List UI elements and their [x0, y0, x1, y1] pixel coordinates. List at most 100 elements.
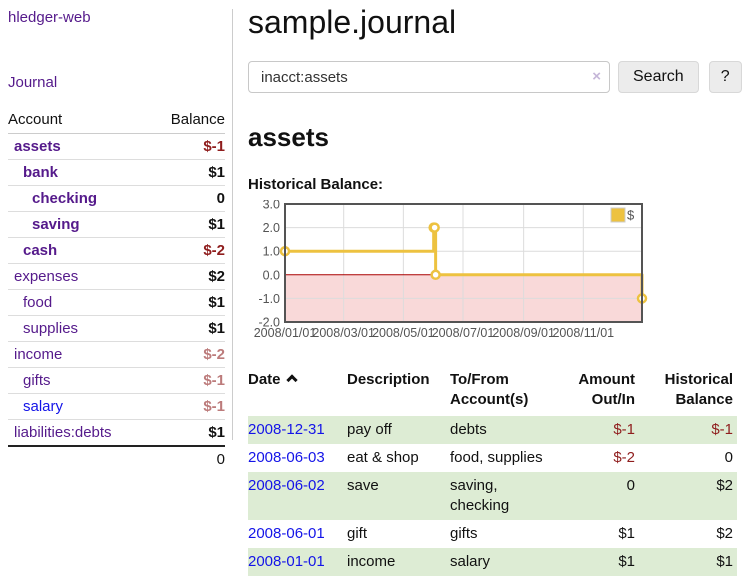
transaction-date-link[interactable]: 2008-12-31	[248, 421, 325, 438]
transaction-balance: 0	[724, 449, 733, 466]
main-content: sample.journal × Search ? assets Histori…	[233, 0, 742, 582]
chart-svg: $3.0 2.0 1.0 0.0 -1.0 -2.02008/01/012008/03/0…	[254, 198, 648, 340]
y-axis-tick-label: 2.0	[263, 221, 280, 235]
account-balance: $1	[150, 419, 225, 446]
account-title: assets	[248, 122, 329, 152]
sidebar-account-link[interactable]: assets	[14, 138, 61, 155]
transaction-description: gift	[347, 525, 368, 542]
description-column-header: Description	[347, 371, 430, 388]
y-axis-tick-label: 0.0	[263, 268, 280, 282]
account-balance: $1	[150, 315, 225, 342]
y-axis-tick-label: -1.0	[258, 292, 280, 306]
x-axis-tick-label: 2008/09/01	[492, 326, 555, 340]
account-balance: $-1	[150, 393, 225, 420]
chart-data-point	[429, 222, 440, 233]
app-title-link[interactable]: hledger-web	[8, 9, 91, 26]
register-row[interactable]: 2008-06-03 eat & shop food, supplies $-2 0	[248, 444, 737, 472]
search-input[interactable]	[248, 61, 610, 93]
sidebar-account-link[interactable]: gifts	[23, 372, 51, 389]
account-balance: $-1	[203, 138, 225, 155]
account-row: expenses $2	[8, 263, 225, 290]
account-row: gifts $-1	[8, 367, 225, 394]
account-balance: $-2	[150, 341, 225, 368]
sort-ascending-icon	[285, 374, 298, 386]
transaction-amount: $1	[554, 548, 639, 576]
transaction-date-link[interactable]: 2008-06-03	[248, 449, 325, 466]
account-row: saving $1	[8, 211, 225, 238]
clear-search-icon[interactable]: ×	[592, 68, 601, 85]
transaction-description: eat & shop	[347, 449, 419, 466]
sidebar-account-link[interactable]: income	[14, 346, 63, 363]
register-row[interactable]: 2008-06-02 save saving, checking 0 $2	[248, 472, 737, 520]
account-balance: $1	[150, 211, 225, 238]
transaction-accounts: food, supplies	[450, 449, 543, 466]
transaction-date-link[interactable]: 2008-06-02	[248, 477, 325, 494]
account-balance: $1	[150, 159, 225, 186]
register-row[interactable]: 2008-06-01 gift gifts $1 $2	[248, 520, 737, 548]
search-button[interactable]: Search	[618, 61, 699, 93]
transaction-date-link[interactable]: 2008-01-01	[248, 553, 325, 570]
balance-column-header: Balance	[150, 107, 225, 134]
transaction-balance: $2	[716, 525, 733, 542]
date-column-header[interactable]: Date	[248, 368, 347, 416]
y-axis-tick-label: 3.0	[263, 200, 280, 212]
y-axis-tick-label: -2.0	[258, 316, 280, 330]
balance-column-header-main: Historical Balance	[664, 371, 733, 408]
account-row: cash $-2	[8, 237, 225, 264]
account-balance: $-1	[150, 367, 225, 394]
x-axis-tick-label: 2008/11/01	[552, 326, 614, 340]
account-row: supplies $1	[8, 315, 225, 342]
account-balance: 0	[150, 185, 225, 212]
transaction-accounts: debts	[450, 416, 554, 444]
sidebar-account-link[interactable]: expenses	[14, 268, 79, 285]
x-axis-tick-label: 2008/07/01	[432, 326, 495, 340]
account-column-header: Account	[8, 107, 151, 134]
y-axis-tick-label: 1.0	[263, 245, 280, 259]
account-balance: $2	[150, 263, 225, 290]
transaction-balance: $1	[639, 548, 737, 576]
sidebar-inner: hledger-web Journal Account Balance asse…	[8, 9, 233, 472]
legend-label: $	[627, 208, 635, 223]
account-balance: $-2	[150, 237, 225, 264]
transaction-description: pay off	[347, 416, 450, 444]
search-input-wrap: ×	[248, 61, 610, 93]
chart-border	[284, 203, 643, 323]
register-table: Date Description To/From Account(s) Amou…	[248, 368, 737, 576]
account-row: liabilities:debts $1	[8, 419, 225, 446]
transaction-amount: $-2	[613, 449, 635, 466]
sidebar-item-journal[interactable]: Journal	[8, 74, 58, 91]
account-row: income $-2	[8, 341, 225, 368]
sidebar-account-link[interactable]: liabilities:debts	[14, 424, 112, 441]
transaction-balance: $2	[639, 472, 737, 520]
account-balance: $1	[150, 289, 225, 316]
transaction-date-link[interactable]: 2008-06-01	[248, 525, 325, 542]
x-axis-tick-label: 2008/03/01	[312, 326, 375, 340]
sidebar-account-link[interactable]: cash	[23, 242, 58, 259]
transaction-description: income	[347, 548, 450, 576]
historical-balance-chart[interactable]: $3.0 2.0 1.0 0.0 -1.0 -2.0 2008/01/01 2008/03/0…	[248, 198, 742, 353]
sidebar-account-link[interactable]: bank	[23, 164, 59, 181]
account-row: checking 0	[8, 185, 225, 212]
sidebar-account-link[interactable]: salary	[23, 398, 64, 415]
transaction-accounts: salary	[450, 548, 554, 576]
register-row[interactable]: 2008-12-31 pay off debts $-1 $-1	[248, 416, 737, 444]
transaction-accounts: gifts	[450, 525, 478, 542]
transaction-description: save	[347, 472, 450, 520]
chart-label: Historical Balance:	[248, 176, 384, 193]
x-axis-tick-label: 2008/05/01	[372, 326, 435, 340]
sidebar-account-link[interactable]: food	[23, 294, 53, 311]
accounts-total-value: 0	[150, 445, 225, 472]
legend-swatch	[610, 207, 626, 223]
chart-data-point	[430, 269, 441, 281]
sidebar-account-link[interactable]: checking	[32, 190, 98, 207]
transaction-balance: $-1	[639, 416, 737, 444]
sidebar-account-link[interactable]: supplies	[23, 320, 79, 337]
sidebar-account-link[interactable]: saving	[32, 216, 80, 233]
account-row: bank $1	[8, 159, 225, 186]
accounts-header-row: Account Balance	[8, 107, 225, 134]
amount-column-header: Amount Out/In	[578, 371, 635, 408]
register-row[interactable]: 2008-01-01 income salary $1 $1	[248, 548, 737, 576]
accounts-total-row: 0	[8, 445, 225, 472]
help-button[interactable]: ?	[708, 61, 742, 93]
